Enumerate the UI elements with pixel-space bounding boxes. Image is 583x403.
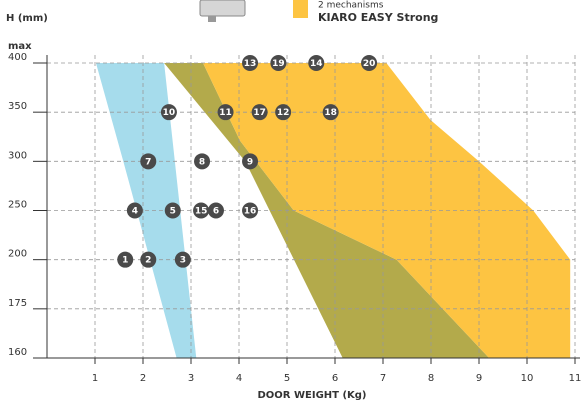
point-label: 10: [163, 108, 176, 118]
point-label: 1: [122, 256, 128, 266]
point-label: 6: [213, 207, 219, 217]
point-label: 8: [199, 157, 205, 167]
point-label: 3: [180, 256, 186, 266]
point-label: 9: [247, 157, 253, 167]
x-tick-label: 8: [428, 373, 434, 384]
x-tick-label: 1: [92, 373, 98, 384]
marker: [174, 251, 191, 268]
y-tick-label: 300: [8, 150, 27, 161]
y-tick-label: 350: [8, 101, 27, 112]
marker: [164, 202, 181, 219]
marker: [140, 153, 157, 170]
point-label: 17: [253, 108, 266, 118]
legend-title: KIARO EASY Strong: [318, 11, 438, 24]
y-tick-label: 400: [8, 52, 27, 63]
legend-swatch: [293, 0, 308, 18]
point: 1: [117, 251, 134, 268]
device-image: [208, 16, 216, 22]
point-label: 20: [363, 59, 376, 69]
marker: [322, 104, 339, 121]
marker: [361, 55, 378, 71]
point: 18: [322, 104, 339, 121]
marker: [193, 202, 210, 219]
marker: [160, 104, 177, 121]
marker: [194, 153, 211, 170]
point: 13: [242, 55, 259, 71]
point-label: 15: [195, 207, 208, 217]
y-tick-label: 175: [8, 298, 27, 309]
point: 19: [270, 55, 287, 71]
x-tick-label: 10: [521, 373, 534, 384]
point-label: 5: [170, 207, 176, 217]
marker: [126, 202, 143, 219]
marker: [242, 55, 259, 71]
y-axis-title: H (mm): [6, 13, 48, 24]
y-tick-label: 160: [8, 347, 27, 358]
x-tick-label: 3: [188, 373, 194, 384]
point-label: 12: [277, 108, 290, 118]
point-label: 13: [244, 59, 257, 69]
point: 12: [275, 104, 292, 121]
y-tick-label: 250: [8, 200, 27, 211]
marker: [308, 55, 325, 71]
point-label: 4: [132, 207, 138, 217]
marker: [242, 202, 259, 219]
x-tick-label: 4: [236, 373, 242, 384]
point-label: 2: [145, 256, 151, 266]
marker: [242, 153, 259, 170]
point: 15: [193, 202, 210, 219]
point: 14: [308, 55, 325, 71]
x-tick-label: 6: [332, 373, 338, 384]
point: 20: [361, 55, 378, 71]
y-max-label: max: [8, 41, 32, 52]
x-tick-label: 9: [476, 373, 482, 384]
point: 10: [160, 104, 177, 121]
marker: [270, 55, 287, 71]
point: 2: [140, 251, 157, 268]
point-label: 19: [272, 59, 285, 69]
x-tick-label: 5: [284, 373, 290, 384]
legend-subtitle: 2 mechanisms: [318, 1, 384, 11]
point: 16: [242, 202, 259, 219]
marker: [140, 251, 157, 268]
area: [164, 63, 490, 358]
x-axis-title: DOOR WEIGHT (Kg): [258, 390, 367, 401]
point: 7: [140, 153, 157, 170]
point: 5: [164, 202, 181, 219]
point: 4: [126, 202, 143, 219]
point-label: 18: [324, 108, 337, 118]
x-tick-label: 11: [569, 373, 582, 384]
point: 3: [174, 251, 191, 268]
point: 8: [194, 153, 211, 170]
marker: [275, 104, 292, 121]
marker: [207, 202, 224, 219]
point: 17: [251, 104, 268, 121]
point-label: 7: [145, 157, 151, 167]
y-tick-label: 200: [8, 249, 27, 260]
point-label: 11: [219, 108, 232, 118]
point: 9: [242, 153, 259, 170]
marker: [251, 104, 268, 121]
point-label: 14: [310, 59, 323, 69]
x-tick-label: 7: [380, 373, 386, 384]
device-image: [199, 0, 246, 17]
point-label: 16: [244, 207, 257, 217]
point: 11: [217, 104, 234, 121]
x-tick-label: 2: [140, 373, 146, 384]
marker: [217, 104, 234, 121]
marker: [117, 251, 134, 268]
point: 6: [207, 202, 224, 219]
